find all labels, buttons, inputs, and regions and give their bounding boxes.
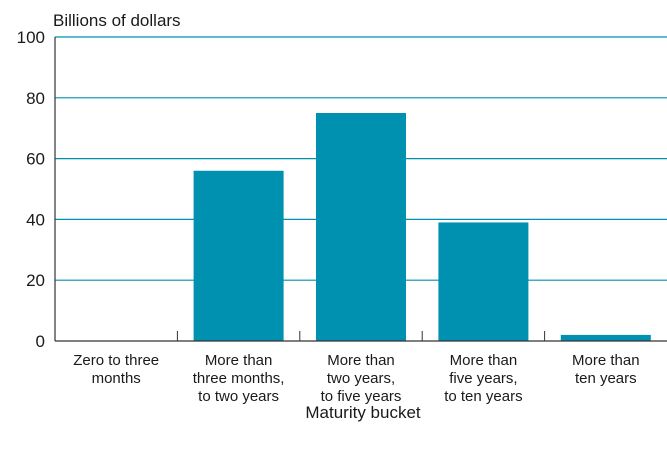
y-tick-label-60: 60 — [26, 150, 45, 169]
bar-2 — [316, 113, 406, 341]
x-tick-label-0: Zero to three months — [73, 352, 159, 387]
x-tick-label-1: More than three months, to two years — [193, 352, 285, 405]
y-tick-label-0: 0 — [36, 332, 45, 351]
x-tick-label-2: More than two years, to five years — [321, 352, 402, 405]
y-axis-title: Billions of dollars — [53, 11, 181, 30]
axes — [54, 37, 667, 342]
y-tick-label-80: 80 — [26, 89, 45, 108]
y-tick-label-40: 40 — [26, 210, 45, 229]
x-tick-label-3: More than five years, to ten years — [444, 352, 522, 405]
bar-4 — [560, 334, 651, 341]
x-tick-label-4: More than ten years — [572, 352, 640, 387]
bar-1 — [193, 170, 284, 341]
x-axis-title: Maturity bucket — [305, 403, 421, 422]
y-tick-label-20: 20 — [26, 271, 45, 290]
x-axis-category-labels: Zero to three months More than three months… — [73, 352, 639, 405]
bar-3 — [438, 222, 529, 341]
y-axis-ticks: 0 20 40 60 80 100 — [17, 28, 45, 351]
bars — [193, 113, 651, 341]
y-tick-label-100: 100 — [17, 28, 45, 47]
